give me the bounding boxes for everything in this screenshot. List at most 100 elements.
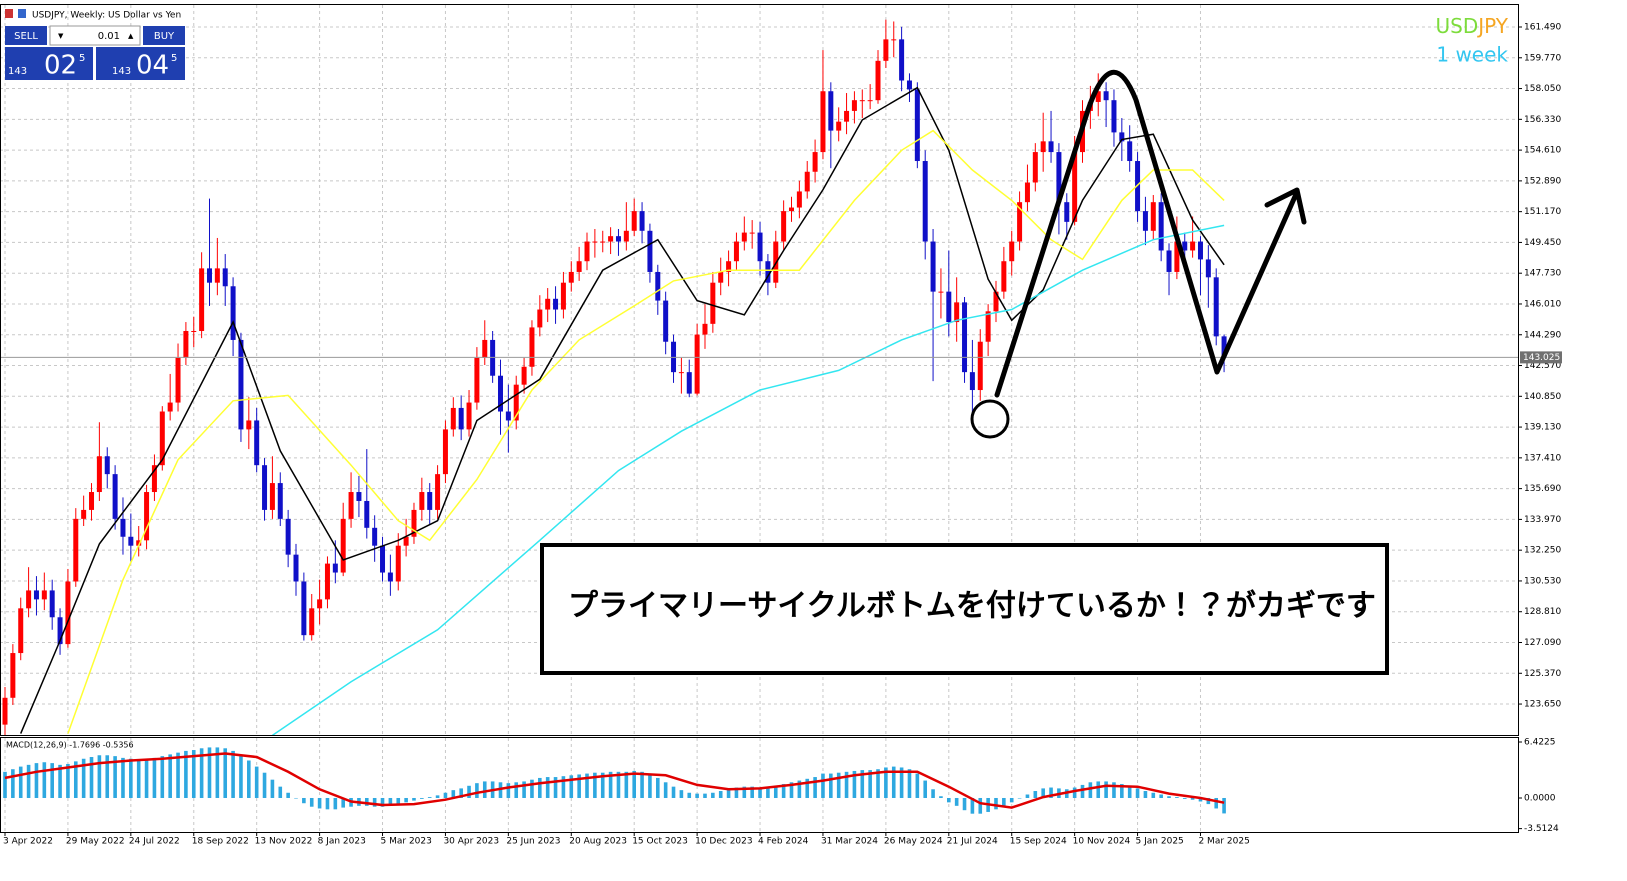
candle-body xyxy=(1024,182,1030,203)
candle-body xyxy=(285,518,291,555)
candle-body xyxy=(608,236,614,242)
macd-bar xyxy=(600,772,605,798)
macd-bar xyxy=(915,773,920,798)
window-title: USDJPY, Weekly: US Dollar vs Yen xyxy=(32,11,181,21)
candle-body xyxy=(57,617,63,645)
y-tick-label: 127.090 xyxy=(1524,638,1561,648)
candle-body xyxy=(733,241,739,262)
buy-button[interactable] xyxy=(143,26,185,45)
macd-bar xyxy=(624,771,629,798)
macd-bar xyxy=(129,758,133,798)
macd-bar xyxy=(742,786,747,798)
y-tick-label: 6.4225 xyxy=(1524,737,1556,747)
lot-input[interactable] xyxy=(49,25,141,46)
macd-bar xyxy=(773,785,778,798)
macd-bar xyxy=(679,790,684,798)
candle-body xyxy=(875,60,881,101)
y-tick-label: -3.5124 xyxy=(1524,824,1559,834)
y-tick-label: 133.970 xyxy=(1524,515,1561,525)
candle-body xyxy=(380,545,386,573)
candle-body xyxy=(41,590,47,600)
macd-bar xyxy=(144,758,149,798)
bid-big: 143 xyxy=(8,66,27,77)
candle-body xyxy=(309,608,315,636)
candle-body xyxy=(1032,152,1038,183)
candle-body xyxy=(883,39,889,61)
candle-body xyxy=(930,241,936,292)
macd-bar xyxy=(711,792,715,798)
lot-down[interactable]: ▼ xyxy=(58,32,64,40)
candle-body xyxy=(922,161,928,242)
candle-body xyxy=(938,291,944,293)
candle-body xyxy=(403,536,409,546)
candle-body xyxy=(151,465,157,493)
candle-body xyxy=(238,339,244,430)
x-tick-label: 30 Apr 2023 xyxy=(443,837,499,847)
macd-bar xyxy=(34,763,39,798)
macd-bar xyxy=(1120,784,1124,798)
macd-bar xyxy=(58,764,62,798)
macd-bar xyxy=(247,760,251,798)
candle-body xyxy=(317,599,323,609)
macd-bar xyxy=(113,756,117,798)
macd-bar xyxy=(1002,797,1006,806)
symbol-quote: JPY xyxy=(1476,14,1509,38)
macd-bar xyxy=(81,758,86,798)
candle-body xyxy=(450,407,456,430)
candle-body xyxy=(340,518,346,573)
candle-body xyxy=(1040,141,1046,153)
candle-body xyxy=(199,268,205,331)
current-price-tag xyxy=(1520,351,1562,364)
candle-body xyxy=(183,330,189,358)
macd-bar xyxy=(18,766,23,798)
y-tick-label: 149.450 xyxy=(1524,238,1561,248)
macd-bar xyxy=(1080,784,1085,798)
macd-bar xyxy=(3,771,7,798)
x-tick-label: 24 Jul 2022 xyxy=(129,837,180,847)
macd-bar xyxy=(632,770,636,798)
candle-body xyxy=(427,492,433,510)
y-tick-label: 125.370 xyxy=(1524,669,1561,679)
macd-bar xyxy=(404,797,408,803)
candle-body xyxy=(136,540,142,546)
y-tick-label: 140.850 xyxy=(1524,392,1561,402)
macd-bar xyxy=(821,773,825,798)
macd-bar xyxy=(1127,785,1132,798)
macd-bar xyxy=(750,786,754,798)
macd-bar xyxy=(199,748,204,798)
macd-bar xyxy=(703,793,707,798)
candle-body xyxy=(1064,202,1070,222)
x-tick-label: 13 Nov 2022 xyxy=(255,837,313,847)
candle-body xyxy=(10,653,16,698)
macd-bar xyxy=(152,757,157,798)
macd-bar xyxy=(302,797,306,804)
candle-body xyxy=(812,152,818,172)
candle-body xyxy=(576,261,582,272)
candle-body xyxy=(513,384,519,421)
candle-body xyxy=(631,211,637,231)
candle-body xyxy=(1001,261,1007,292)
candle-body xyxy=(584,241,590,262)
x-tick-label: 4 Feb 2024 xyxy=(758,837,809,847)
macd-bar xyxy=(553,777,558,798)
candle-body xyxy=(789,207,794,212)
macd-bar xyxy=(1104,781,1108,798)
candle-body xyxy=(159,411,165,466)
sell-button[interactable] xyxy=(5,26,47,45)
macd-bar xyxy=(1167,796,1171,798)
macd-bar xyxy=(89,757,94,798)
macd-bar xyxy=(396,797,401,805)
macd-bar xyxy=(978,797,983,814)
candle-body xyxy=(1190,241,1196,251)
bid-box[interactable] xyxy=(5,47,93,80)
candle-body xyxy=(749,232,755,234)
macd-bar xyxy=(1096,781,1101,798)
macd-bar xyxy=(66,763,70,798)
macd-bar xyxy=(459,788,463,798)
macd-bar xyxy=(923,780,928,798)
lot-up[interactable]: ▲ xyxy=(128,32,134,40)
ask-box[interactable] xyxy=(96,47,185,80)
macd-bar xyxy=(758,787,762,798)
macd-bar xyxy=(726,789,731,798)
candle-body xyxy=(836,121,842,131)
